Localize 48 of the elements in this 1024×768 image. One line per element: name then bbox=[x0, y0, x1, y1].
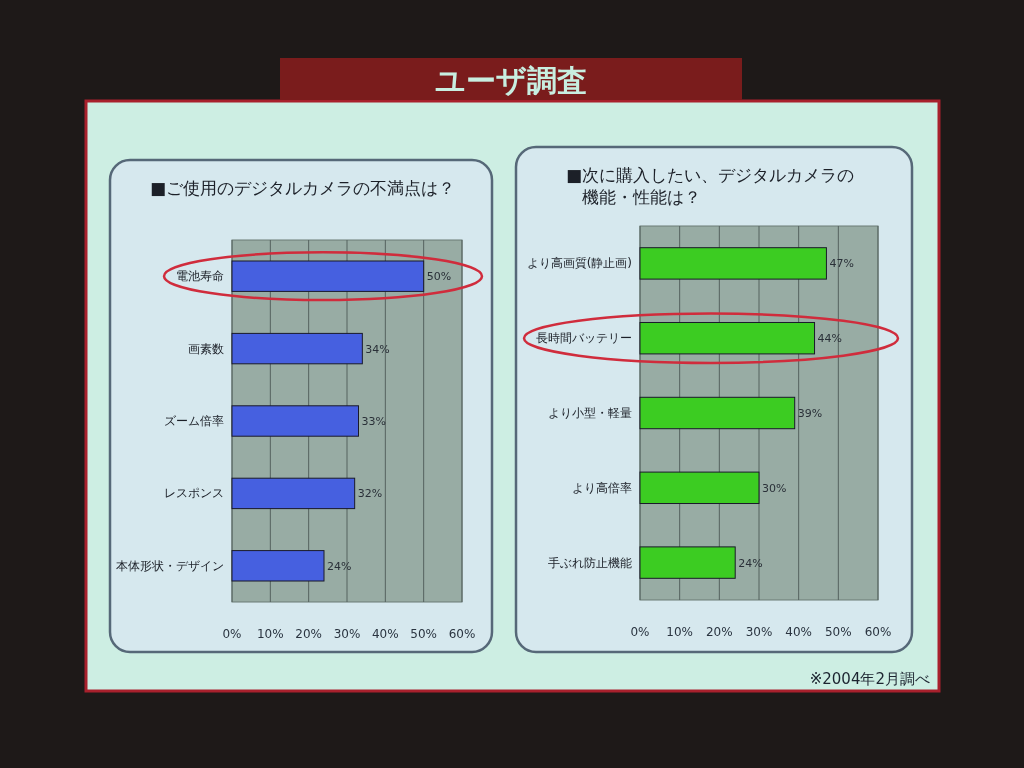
x-tick-label: 0% bbox=[630, 625, 650, 639]
y-tick-label: 電池寿命 bbox=[176, 269, 224, 284]
x-tick-label: 30% bbox=[745, 625, 773, 639]
bar bbox=[231, 477, 356, 510]
data-label: 32% bbox=[357, 487, 383, 501]
bar bbox=[639, 396, 796, 430]
x-tick-label: 40% bbox=[372, 627, 399, 641]
x-tick-label: 20% bbox=[295, 627, 322, 641]
chart-title: ■次に購入したい、デジタルカメラの機能・性能は？ bbox=[566, 165, 855, 207]
x-tick-label: 50% bbox=[410, 627, 437, 641]
x-tick-label: 30% bbox=[333, 627, 361, 641]
x-tick-label: 10% bbox=[257, 627, 284, 641]
x-tick-label: 60% bbox=[864, 625, 892, 639]
data-label: 44% bbox=[817, 332, 842, 346]
y-tick-label: より高倍率 bbox=[572, 480, 632, 495]
y-tick-label: 本体形状・デザイン bbox=[116, 558, 224, 573]
data-label: 24% bbox=[327, 559, 352, 573]
x-tick-label: 0% bbox=[222, 627, 242, 641]
x-tick-label: 50% bbox=[825, 625, 852, 639]
x-tick-label: 40% bbox=[785, 625, 812, 639]
x-tick-label: 60% bbox=[448, 627, 476, 641]
bar bbox=[639, 321, 816, 355]
data-label: 39% bbox=[797, 407, 823, 420]
y-tick-label: レスポンス bbox=[164, 486, 224, 501]
y-tick-label: より小型・軽量 bbox=[548, 406, 632, 420]
x-tick-label: 20% bbox=[706, 625, 733, 639]
y-tick-label: 画素数 bbox=[188, 341, 224, 356]
y-tick-label: 手ぶれ防止機能 bbox=[548, 555, 632, 570]
bar bbox=[639, 546, 736, 579]
data-label: 30% bbox=[762, 481, 787, 495]
data-label: 34% bbox=[365, 342, 390, 356]
y-tick-label: 長時間バッテリー bbox=[536, 331, 632, 346]
data-label: 24% bbox=[738, 556, 763, 570]
data-label: 33% bbox=[361, 415, 386, 428]
bar bbox=[231, 260, 425, 292]
data-label: 47% bbox=[829, 257, 854, 271]
bar bbox=[639, 471, 760, 505]
text: ※2004年2月調べ bbox=[809, 670, 930, 688]
bar bbox=[231, 405, 359, 437]
x-tick-label: 10% bbox=[666, 625, 693, 639]
bar bbox=[231, 332, 363, 365]
text: ユーザ調査 bbox=[435, 63, 587, 98]
chart-title: ■ご使用のデジタルカメラの不満点は？ bbox=[150, 178, 456, 198]
bar bbox=[231, 550, 325, 582]
data-label: 50% bbox=[426, 270, 452, 284]
y-tick-label: ズーム倍率 bbox=[164, 414, 224, 428]
y-tick-label: より高画質(静止画) bbox=[526, 256, 632, 271]
bar bbox=[639, 247, 827, 280]
